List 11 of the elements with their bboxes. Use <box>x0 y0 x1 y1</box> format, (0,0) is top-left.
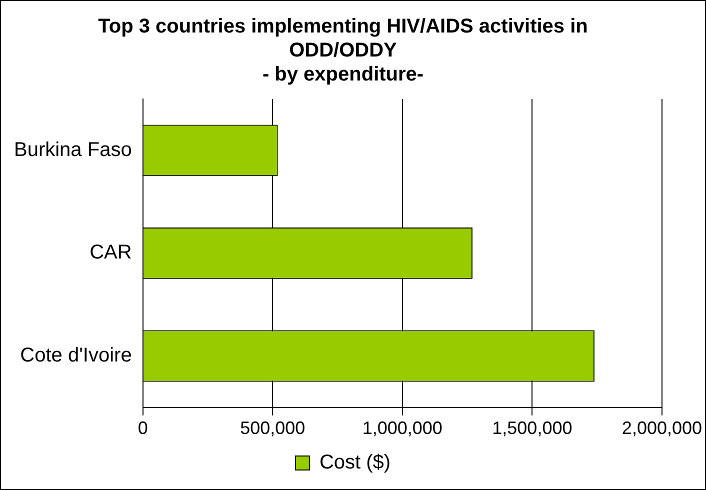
x-tick-label: 0 <box>138 418 148 438</box>
x-tick-label: 500,000 <box>240 418 306 438</box>
y-tick-label: CAR <box>90 242 132 264</box>
x-tick-label: 2,000,000 <box>622 418 702 438</box>
y-tick-label: Burkina Faso <box>14 138 132 161</box>
x-tick-label: 1,500,000 <box>492 418 572 438</box>
y-tick-label: Cote d'Ivoire <box>20 344 132 367</box>
x-tick-label: 1,000,000 <box>362 418 442 438</box>
chart-subtitle: - by expenditure- <box>262 64 424 86</box>
chart-title: Top 3 countries implementing HIV/AIDS activities in ODD/ODDY <box>98 16 588 62</box>
legend-label: Cost ($) <box>319 452 391 474</box>
